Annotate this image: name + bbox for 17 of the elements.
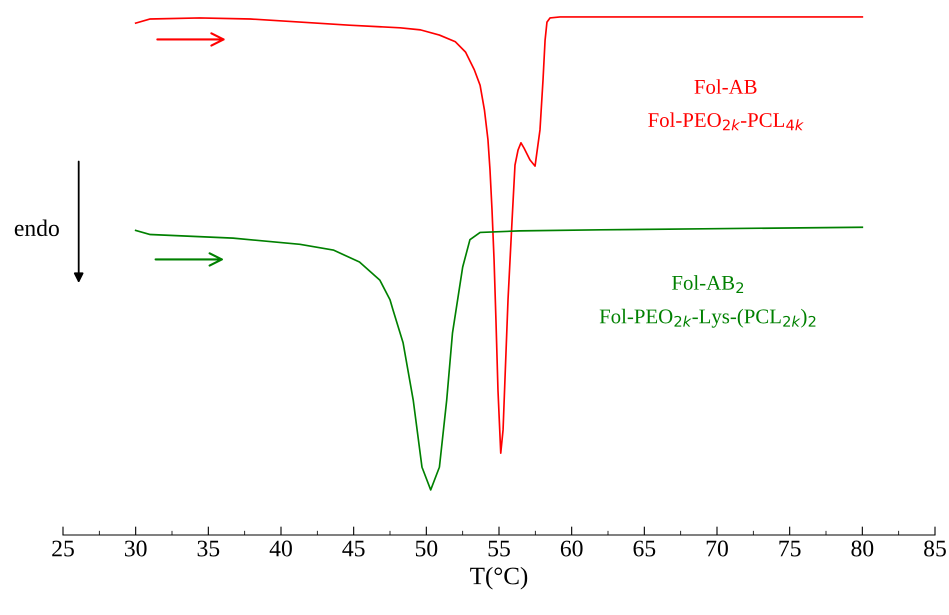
x-tick-label: 40: [270, 540, 292, 556]
x-tick-label: 65: [634, 540, 656, 556]
x-tick-label: 60: [560, 540, 583, 556]
text: Fol-AB Fol-PEO$_{2k}$-PCL$_{4k}$: [648, 79, 804, 130]
x-tick-label: 35: [198, 540, 220, 556]
x-tick-label: 45: [342, 540, 365, 556]
x-tick-label: 70: [706, 540, 728, 556]
x-axis-title: T(°C): [470, 566, 528, 590]
x-tick-label: 75: [779, 540, 801, 556]
text: endo: [14, 220, 59, 236]
x-tick-label: 85: [924, 540, 946, 556]
x-tick-label: 25: [52, 540, 74, 556]
text: Fol-AB$_{2}$ Fol-PEO$_{2k}$-Lys-(PCL$_{2k}$)$_{2}$: [600, 275, 816, 328]
x-tick-label: 55: [488, 540, 510, 556]
x-tick-label: 80: [851, 540, 874, 556]
x-tick-label: 30: [124, 540, 147, 556]
x-tick-label: 50: [416, 540, 438, 556]
